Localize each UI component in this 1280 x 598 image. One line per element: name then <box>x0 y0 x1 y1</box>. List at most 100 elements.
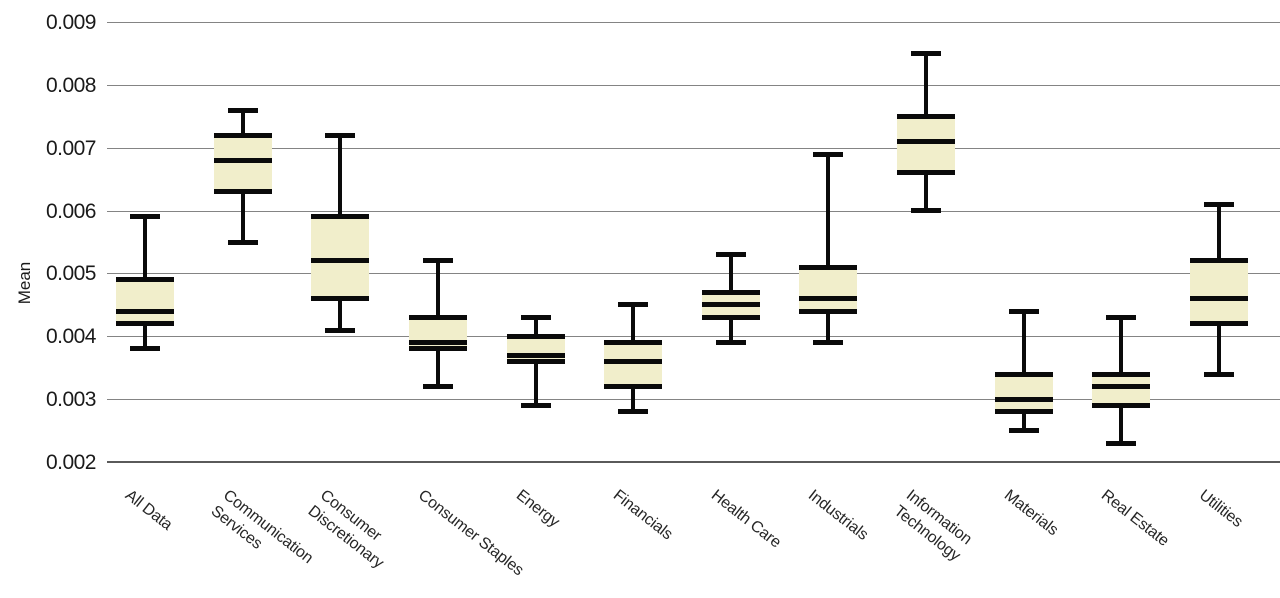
x-category-label: Real Estate <box>1097 486 1173 551</box>
lower-whisker-cap <box>813 340 844 346</box>
median-line <box>604 358 663 364</box>
upper-whisker-stem <box>1217 204 1222 261</box>
box-bottom-line <box>311 296 370 302</box>
lower-whisker-stem <box>1119 405 1124 444</box>
lower-whisker-cap <box>520 402 551 408</box>
box-iqr-fill <box>213 135 272 192</box>
box-bottom-line <box>116 321 174 327</box>
box-bottom-line <box>1190 321 1249 327</box>
median-line <box>311 258 370 264</box>
x-category-label: All Data <box>121 486 176 535</box>
median-line <box>213 157 272 163</box>
box-bottom-line <box>213 189 272 195</box>
lower-whisker-stem <box>240 191 245 242</box>
box-iqr-fill <box>799 267 858 312</box>
x-category-label: Energy <box>511 486 562 532</box>
y-tick-label: 0.005 <box>45 262 97 285</box>
x-axis-line <box>107 461 1280 463</box>
upper-whisker-cap <box>1106 314 1137 320</box>
x-category-label: Materials <box>999 486 1061 541</box>
lower-whisker-cap <box>911 208 942 214</box>
box-iqr-fill <box>311 216 370 299</box>
upper-whisker-stem <box>1119 317 1124 374</box>
lower-whisker-cap <box>715 340 746 346</box>
upper-whisker-stem <box>240 110 245 136</box>
median-line <box>116 308 174 314</box>
box-bottom-line <box>1092 402 1151 408</box>
x-category-label-line: Utilities <box>1195 486 1246 531</box>
box-top-line <box>994 371 1053 377</box>
y-tick-label: 0.008 <box>45 74 97 97</box>
lower-whisker-stem <box>826 311 831 343</box>
median-line <box>1092 384 1151 390</box>
gridline <box>107 85 1280 86</box>
box-bottom-line <box>701 314 760 320</box>
box-iqr-fill <box>604 342 663 387</box>
box-bottom-line <box>506 358 565 364</box>
x-category-label-line: Financials <box>610 486 676 544</box>
lower-whisker-stem <box>338 298 343 330</box>
lower-whisker-cap <box>618 409 649 415</box>
x-category-label: Financials <box>609 486 677 545</box>
x-category-label-line: Energy <box>512 486 562 531</box>
box-top-line <box>799 264 858 270</box>
box-iqr-fill <box>506 336 565 362</box>
lower-whisker-cap <box>1008 428 1039 434</box>
lower-whisker-stem <box>1217 323 1222 374</box>
median-line <box>506 352 565 358</box>
gridline <box>107 148 1280 149</box>
y-tick-label: 0.009 <box>45 11 97 34</box>
upper-whisker-cap <box>618 302 649 308</box>
lower-whisker-cap <box>1106 440 1137 446</box>
y-tick-label: 0.004 <box>45 325 97 348</box>
x-category-label-line: Consumer Staples <box>414 486 527 580</box>
lower-whisker-stem <box>435 348 440 387</box>
box-bottom-line <box>408 346 467 352</box>
box-bottom-line <box>799 308 858 314</box>
upper-whisker-cap <box>1204 201 1235 207</box>
median-line <box>994 396 1053 402</box>
x-category-label: Information Technology <box>889 486 976 566</box>
box-top-line <box>701 289 760 295</box>
median-line <box>897 138 956 144</box>
gridline <box>107 22 1280 23</box>
upper-whisker-stem <box>631 304 636 343</box>
y-tick-label: 0.007 <box>45 137 97 160</box>
lower-whisker-stem <box>143 323 147 349</box>
lower-whisker-stem <box>924 172 929 211</box>
upper-whisker-stem <box>533 317 538 337</box>
lower-whisker-stem <box>1021 411 1026 431</box>
x-category-label: Utilities <box>1195 486 1247 532</box>
box-top-line <box>1092 371 1151 377</box>
upper-whisker-stem <box>338 135 343 217</box>
box-top-line <box>1190 258 1249 264</box>
box-top-line <box>408 314 467 320</box>
lower-whisker-cap <box>325 327 356 333</box>
lower-whisker-stem <box>631 386 636 412</box>
upper-whisker-cap <box>422 258 453 264</box>
upper-whisker-stem <box>143 216 147 280</box>
lower-whisker-cap <box>422 384 453 390</box>
median-line <box>1190 296 1249 302</box>
lower-whisker-stem <box>728 317 733 343</box>
median-line <box>408 340 467 346</box>
x-category-label: Industrials <box>804 486 872 545</box>
y-tick-label: 0.002 <box>45 451 97 474</box>
box-top-line <box>116 277 174 283</box>
box-top-line <box>213 132 272 138</box>
x-category-label-line: Health Care <box>707 486 784 552</box>
box-iqr-fill <box>897 116 956 173</box>
x-category-label-line: All Data <box>121 486 176 534</box>
box-top-line <box>604 340 663 346</box>
box-bottom-line <box>604 384 663 390</box>
lower-whisker-cap <box>1204 371 1235 377</box>
box-iqr-fill <box>116 279 174 324</box>
lower-whisker-stem <box>533 361 538 406</box>
box-iqr-fill <box>1190 260 1249 324</box>
box-top-line <box>506 333 565 339</box>
lower-whisker-cap <box>130 346 160 352</box>
upper-whisker-stem <box>826 154 831 268</box>
box-bottom-line <box>897 170 956 176</box>
x-category-label: Health Care <box>707 486 785 553</box>
